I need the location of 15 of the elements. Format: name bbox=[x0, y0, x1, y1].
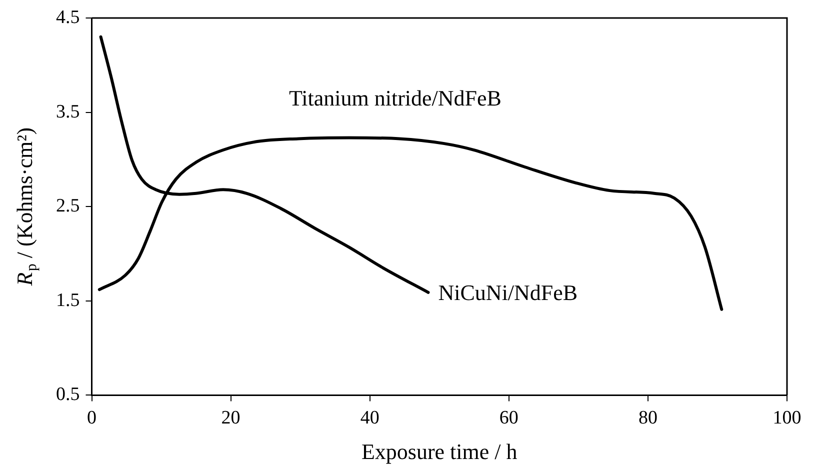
series-label: Titanium nitride/NdFeB bbox=[288, 86, 502, 111]
y-tick-label: 2.5 bbox=[56, 196, 80, 217]
series-label: NiCuNi/NdFeB bbox=[438, 280, 578, 306]
x-tick-label: 0 bbox=[87, 408, 96, 429]
y-tick-label: 4.5 bbox=[56, 6, 80, 28]
x-tick-label: 40 bbox=[360, 408, 380, 429]
x-tick-label: 60 bbox=[499, 408, 518, 429]
x-tick-label: 100 bbox=[772, 408, 802, 429]
y-tick-label: 0.5 bbox=[56, 384, 80, 406]
x-tick-label: 80 bbox=[638, 408, 658, 429]
x-axis-title: Exposure time / h bbox=[361, 438, 518, 464]
y-tick-label: 1.5 bbox=[56, 290, 80, 311]
y-tick-label: 3.5 bbox=[56, 101, 80, 122]
x-tick-label: 20 bbox=[221, 408, 240, 429]
y-axis-title: Rp / (Kohms·cm²) bbox=[12, 127, 40, 287]
